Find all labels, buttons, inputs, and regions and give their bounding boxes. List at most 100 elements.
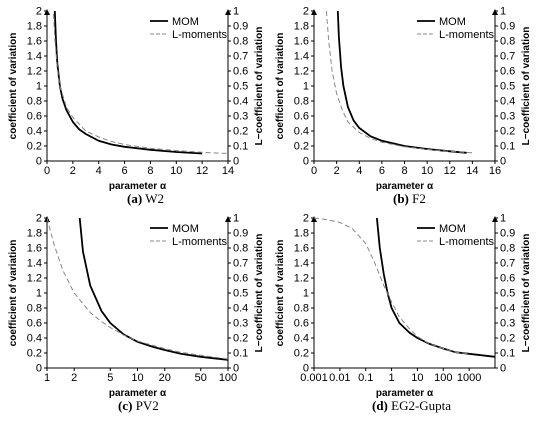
- y2-tick-label: 0.7: [233, 258, 248, 270]
- y2-tick-label: 0.8: [500, 36, 515, 48]
- y-tick-label: 0.2: [27, 348, 42, 360]
- x-tick-label: 0: [311, 165, 317, 177]
- y-tick-label: 0.8: [294, 96, 309, 108]
- y-tick-label: 1.2: [27, 66, 42, 78]
- caption-b-name: F2: [412, 191, 426, 206]
- series-line-l-moments: [325, 10, 473, 154]
- series-line-l-moments: [314, 217, 470, 355]
- y-tick-label: 1.8: [294, 21, 309, 33]
- caption-c-tag: (c): [118, 398, 133, 413]
- y2-tick-label: 0.7: [233, 51, 248, 63]
- caption-a-tag: (a): [127, 191, 143, 206]
- y2-tick-label: 0.2: [500, 333, 515, 345]
- y-axis-title: coefficient of variation: [8, 33, 19, 140]
- y-tick-label: 0.8: [27, 96, 42, 108]
- x-tick-label: 50: [195, 372, 207, 384]
- y-tick-label: 2: [36, 213, 42, 225]
- chart-c: 1 2 5 10 20 50 10000.20.40.60.811.21.41.61.820…: [8, 213, 265, 400]
- y-tick-label: 1: [303, 288, 309, 300]
- y-tick-label: 1.2: [27, 273, 42, 285]
- y-tick-label: 1.4: [27, 258, 42, 270]
- series-line-mom: [336, 10, 467, 154]
- x-tick-label: 100: [219, 372, 237, 384]
- y2-axis-title: L−coefficient of variation: [254, 27, 265, 146]
- y-axis-title: coefficient of variation: [275, 33, 286, 140]
- x-tick-label: 0: [44, 165, 50, 177]
- y2-tick-label: 0.6: [233, 66, 248, 78]
- x-tick-label: 12: [196, 165, 208, 177]
- x-tick-label: 100: [434, 372, 452, 384]
- y-tick-label: 0.4: [27, 333, 42, 345]
- y2-tick-label: 0.4: [500, 96, 515, 108]
- y-tick-label: 0.4: [27, 126, 42, 138]
- y2-tick-label: 0.2: [500, 126, 515, 138]
- caption-a: (a) W2: [127, 191, 164, 207]
- x-axis-title: parameter α: [109, 388, 167, 399]
- x-tick-label: 12: [444, 165, 456, 177]
- y-tick-label: 0.6: [294, 318, 309, 330]
- y2-tick-label: 0.5: [500, 288, 515, 300]
- y-tick-label: 0.6: [294, 111, 309, 123]
- y-tick-label: 2: [303, 213, 309, 225]
- y2-tick-label: 0.1: [233, 141, 248, 153]
- x-tick-label: 10: [421, 165, 433, 177]
- y-tick-label: 1.8: [27, 21, 42, 33]
- series-line-l-moments: [47, 217, 228, 360]
- y-tick-label: 0.6: [27, 318, 42, 330]
- y2-tick-label: 0.3: [500, 111, 515, 123]
- y2-tick-label: 0.7: [500, 51, 515, 63]
- x-tick-label: 2: [71, 372, 77, 384]
- y-tick-label: 1.8: [294, 228, 309, 240]
- x-tick-label: 10: [131, 372, 143, 384]
- y-tick-label: 0.4: [294, 333, 309, 345]
- y-tick-label: 1: [36, 288, 42, 300]
- y2-tick-label: 0.3: [233, 318, 248, 330]
- y2-tick-label: 0.4: [500, 303, 515, 315]
- y-tick-label: 1.6: [294, 36, 309, 48]
- x-tick-label: 0.01: [329, 372, 350, 384]
- y-axis-title: coefficient of variation: [275, 240, 286, 347]
- y-tick-label: 0: [303, 156, 309, 168]
- y2-tick-label: 0: [500, 156, 506, 168]
- x-axis-title: parameter α: [376, 388, 434, 399]
- y2-tick-label: 0.3: [233, 111, 248, 123]
- y-tick-label: 1.2: [294, 66, 309, 78]
- y2-axis-arrow: [225, 216, 231, 222]
- legend-label: MOM: [172, 16, 199, 28]
- series-line-mom: [78, 217, 228, 361]
- x-tick-label: 16: [489, 165, 501, 177]
- y2-tick-label: 0.8: [500, 243, 515, 255]
- y-axis-arrow: [311, 216, 317, 222]
- y2-tick-label: 0.1: [500, 141, 515, 153]
- caption-d: (d) EG2-Gupta: [372, 398, 451, 414]
- y-tick-label: 0.2: [27, 141, 42, 153]
- y2-tick-label: 0.6: [500, 273, 515, 285]
- chart-a: 0 2 4 6 8 10 12 1400.20.40.60.811.21.41.61.8200…: [8, 6, 265, 193]
- caption-b-tag: (b): [393, 191, 409, 206]
- y-tick-label: 1: [303, 81, 309, 93]
- y2-axis-arrow: [225, 9, 231, 15]
- y2-tick-label: 0.7: [500, 258, 515, 270]
- y2-tick-label: 1: [233, 213, 239, 225]
- y-tick-label: 1.2: [294, 273, 309, 285]
- caption-b: (b) F2: [393, 191, 426, 207]
- y-tick-label: 0.2: [294, 141, 309, 153]
- y2-tick-label: 0.5: [233, 81, 248, 93]
- y-tick-label: 1: [36, 81, 42, 93]
- x-tick-label: 14: [222, 165, 234, 177]
- y2-axis-title: L−coefficient of variation: [521, 234, 532, 353]
- y2-axis-title: L−coefficient of variation: [254, 234, 265, 353]
- x-tick-label: 5: [107, 372, 113, 384]
- x-axis-title: parameter α: [109, 181, 167, 192]
- series-line-l-moments: [53, 13, 228, 154]
- x-tick-label: 8: [401, 165, 407, 177]
- x-tick-label: 4: [96, 165, 102, 177]
- y2-tick-label: 0: [500, 363, 506, 375]
- y-tick-label: 1.6: [27, 243, 42, 255]
- y2-tick-label: 0.4: [233, 303, 248, 315]
- legend-label: L-moments: [439, 236, 495, 248]
- y-axis-arrow: [44, 9, 50, 15]
